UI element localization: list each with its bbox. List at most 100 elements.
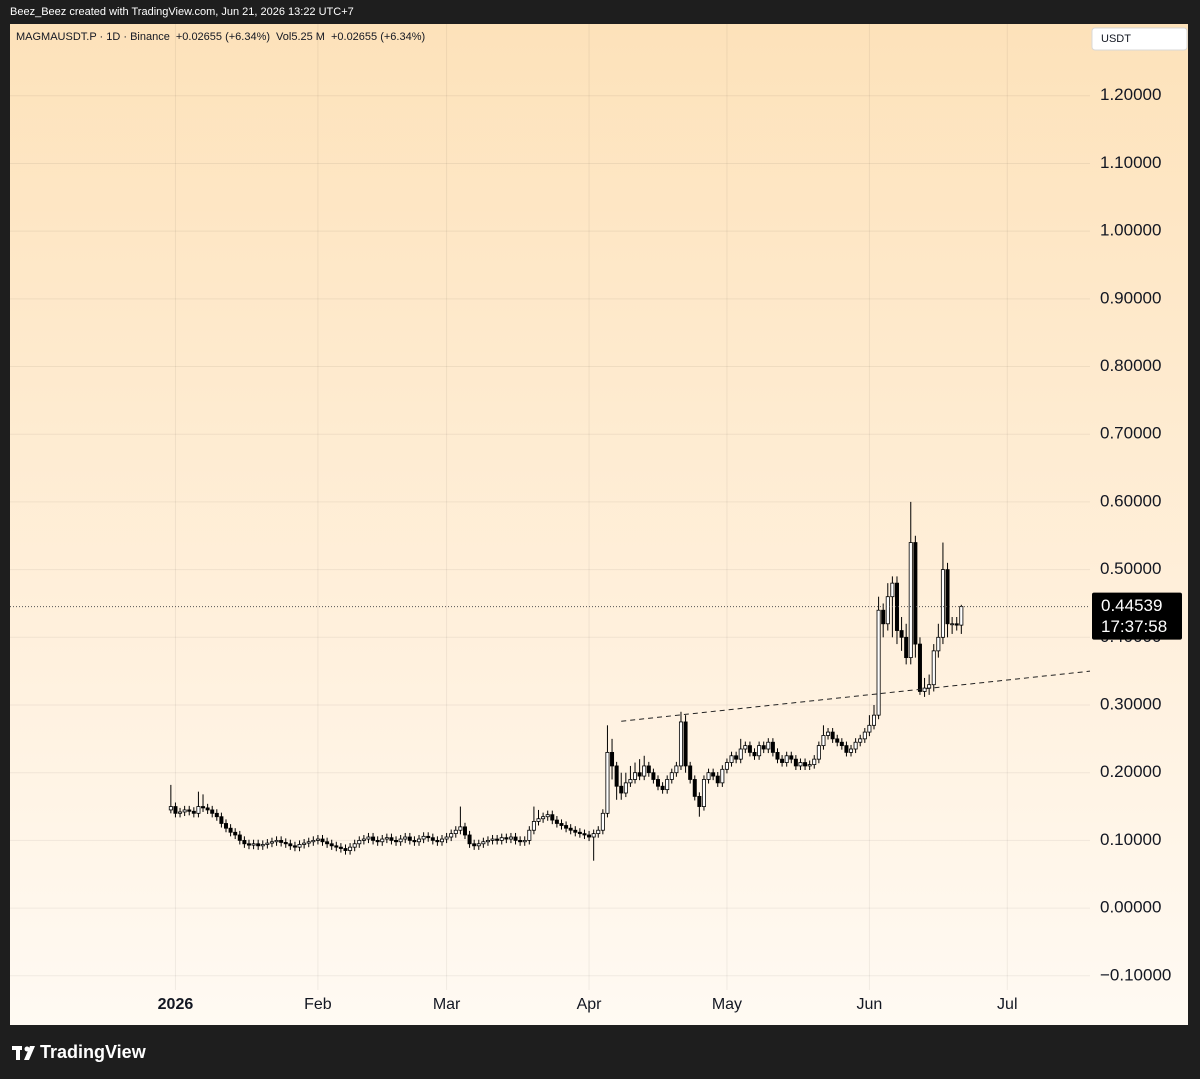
legend: MAGMAUSDT.P · 1D · Binance +0.02655 (+6.3… [16,31,431,43]
y-tick-label: 1.00000 [1100,221,1161,240]
x-tick-label: Jun [857,996,883,1013]
candle-body [306,841,311,844]
candle-body [559,823,564,826]
candle-body [366,836,371,840]
candle-body [246,843,251,846]
candle-body [550,814,555,821]
candle-body [196,806,201,814]
candle-body [251,843,256,846]
candle-body [683,721,688,767]
candle-body [904,636,909,659]
candle-body [435,839,440,843]
candle-body [242,839,247,845]
candle-body [862,731,867,740]
candle-body [361,838,366,841]
candle-body [738,748,743,760]
candle-body [223,823,228,829]
candle-body [201,806,206,809]
candle-body [568,827,573,831]
candle-body [554,819,559,824]
candle-body [720,768,725,784]
candle-body [610,751,615,767]
candle-body [444,836,449,840]
footer-logo: TradingView [40,1042,147,1062]
candle-body [867,724,872,733]
candle-body [288,843,293,847]
candle-body [853,741,858,750]
candle-body [899,630,904,638]
candle-body [600,812,605,831]
x-tick-label: Apr [577,996,603,1013]
candle-body [389,837,394,841]
y-tick-label: 0.80000 [1100,356,1161,375]
candle-body [633,772,638,780]
candle-body [927,684,932,689]
price-box [1092,592,1182,640]
candle-body [757,745,762,757]
candle-body [724,762,729,770]
candle-body [380,838,385,843]
candle-body [890,582,895,598]
candle-body [426,835,431,839]
x-tick-label: Jul [997,996,1017,1013]
candle-body [642,765,647,777]
candle-body [421,835,426,840]
candle-body [449,833,454,838]
candle-body [476,843,481,847]
candle-body [334,845,339,848]
candle-body [674,765,679,774]
candle-body [439,838,444,843]
candle-body [430,837,435,841]
candle-body [531,821,536,831]
y-tick-label: 0.70000 [1100,424,1161,443]
x-tick-label: May [712,996,742,1013]
x-tick-label: Feb [304,996,332,1013]
candle-body [320,838,325,843]
candle-body [472,843,477,847]
candle-body [453,829,458,835]
candle-body [688,765,693,780]
candle-body [789,755,794,760]
candle-body [747,745,752,753]
y-tick-label: 0.50000 [1100,559,1161,578]
candle-body [766,741,771,750]
candle-body [669,772,674,780]
candle-body [812,758,817,765]
candle-body [564,825,569,829]
candle-body [816,745,821,760]
candle-body [706,772,711,780]
candle-body [917,643,922,692]
candle-body [481,841,486,845]
candle-body [490,838,495,841]
candle-body [830,731,835,740]
candle-body [573,829,578,833]
candle-body [357,839,362,845]
currency[interactable]: USDT [1101,33,1131,45]
candle-body [407,836,412,841]
candle-body [302,842,307,845]
candle-body [793,758,798,767]
candle-body [228,827,233,833]
x-tick-label: 2026 [158,996,194,1013]
candle-body [701,779,706,807]
candle-body [936,636,941,652]
y-tick-label: 0.20000 [1100,762,1161,781]
candle-body [182,809,187,813]
currency-box[interactable] [1091,27,1188,51]
candle-body [591,833,596,838]
candle-body [269,841,274,844]
candle-body [384,837,389,840]
candle-body [628,779,633,784]
candle-body [178,811,183,814]
candle-body [954,623,959,626]
candle-body [187,809,192,812]
candle-body [876,609,881,716]
candle-body [329,843,334,847]
candle-body [458,826,463,831]
candle-body [173,806,178,814]
candle-body [821,735,826,747]
y-tick-label: −0.10000 [1100,965,1171,984]
candle-body [352,843,357,848]
candle-body [665,779,670,791]
x-tick-label: Mar [433,996,461,1013]
